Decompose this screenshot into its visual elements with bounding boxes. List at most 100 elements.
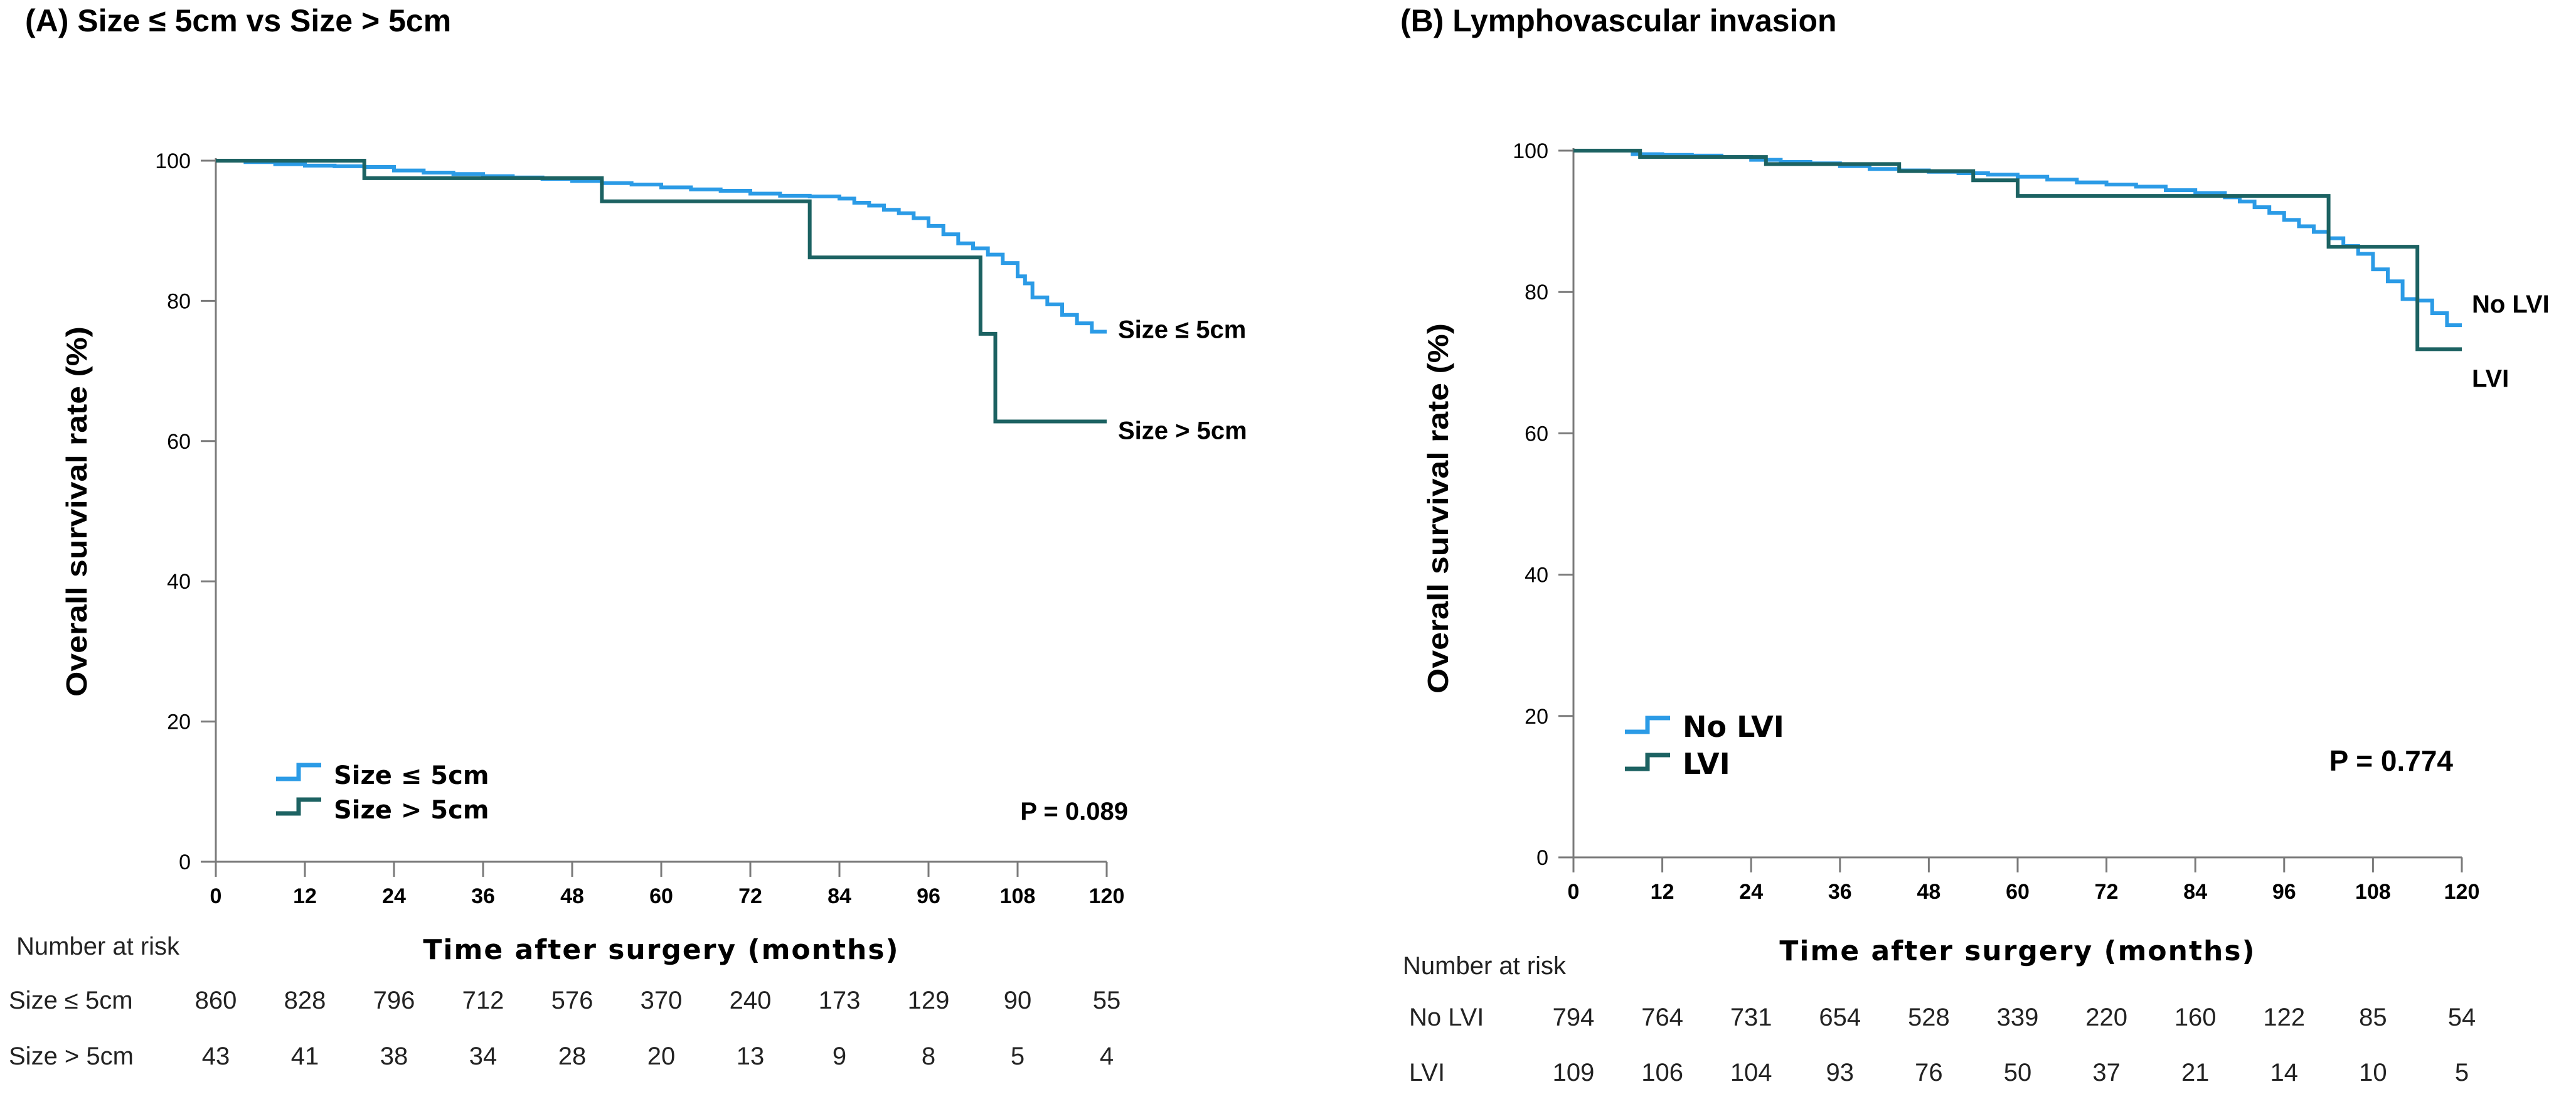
risk-count: 4 [1100,1043,1114,1070]
survival-curve-1 [1573,149,2462,328]
legend-label: Size ≤ 5cm [334,761,489,790]
risk-table-header: Number at risk [1403,952,1567,980]
y-tick-label: 40 [1525,564,1548,587]
risk-count: 28 [558,1043,587,1070]
panel-a-title: (A) Size ≤ 5cm vs Size > 5cm [25,3,452,38]
risk-count: 828 [284,987,326,1014]
x-tick-label: 72 [2095,880,2119,904]
risk-count: 9 [833,1043,846,1070]
risk-count: 37 [2092,1059,2121,1086]
y-axis-label: Overall survival rate (%) [60,326,93,697]
legend-label: No LVI [1683,710,1784,744]
risk-count: 41 [291,1043,319,1070]
risk-count: 731 [1730,1004,1772,1031]
risk-count: 104 [1730,1059,1772,1086]
risk-count: 160 [2174,1004,2217,1031]
x-tick-label: 60 [2006,880,2030,904]
curve-end-label: Size ≤ 5cm [1118,316,1246,344]
panel-b-plot: 0 20 40 60 80 100 0 12 24 36 48 60 72 84 96 108 120 Overa… [1403,139,2550,1086]
risk-count: 55 [1093,987,1121,1014]
risk-count: 43 [202,1043,230,1070]
risk-count: 38 [380,1043,408,1070]
risk-count: 10 [2359,1059,2387,1086]
x-tick-label: 24 [1739,880,1763,904]
risk-count: 93 [1826,1059,1855,1086]
risk-count: 8 [922,1043,935,1070]
x-tick-label: 60 [649,884,673,908]
x-axis-label: Time after surgery (months) [1779,935,2255,967]
risk-row-label: Size > 5cm [9,1043,134,1070]
x-tick-label: 84 [2183,880,2207,904]
risk-count: 764 [1641,1004,1683,1031]
risk-count: 5 [1011,1043,1025,1070]
risk-count: 21 [2181,1059,2210,1086]
risk-count: 370 [641,987,683,1014]
risk-count: 20 [647,1043,676,1070]
legend-swatch [276,797,321,816]
x-tick-label: 120 [2444,880,2480,904]
x-axis-label: Time after surgery (months) [423,934,899,966]
risk-count: 576 [551,987,593,1014]
panel-b-title: (B) Lymphovascular invasion [1400,3,1837,38]
risk-count: 339 [1997,1004,2039,1031]
risk-count: 50 [2004,1059,2032,1086]
risk-count: 90 [1004,987,1032,1014]
x-tick-label: 12 [1651,880,1674,904]
x-tick-label: 108 [2355,880,2391,904]
legend-label: Size > 5cm [334,796,489,825]
x-tick-label: 108 [1000,884,1036,908]
legend-label: LVI [1683,747,1730,781]
y-tick-label: 40 [167,570,191,594]
x-tick-label: 96 [917,884,940,908]
p-value: P = 0.089 [1020,798,1128,825]
risk-count: 5 [2455,1059,2469,1086]
p-value: P = 0.774 [2329,744,2454,777]
x-tick-label: 72 [738,884,762,908]
y-tick-label: 100 [155,149,191,173]
x-tick-label: 36 [471,884,495,908]
risk-count: 712 [462,987,504,1014]
y-tick-label: 60 [1525,422,1548,446]
x-tick-label: 84 [828,884,851,908]
y-tick-label: 100 [1513,139,1548,163]
x-tick-label: 24 [382,884,406,908]
y-tick-label: 20 [1525,705,1548,729]
risk-count: 528 [1908,1004,1950,1031]
y-tick-label: 60 [167,430,191,454]
legend-swatch [1625,753,1670,771]
risk-count: 860 [195,987,237,1014]
x-tick-label: 96 [2272,880,2296,904]
risk-count: 85 [2359,1004,2387,1031]
survival-curve-2 [1573,149,2462,351]
x-tick-label: 12 [293,884,317,908]
risk-count: 129 [908,987,950,1014]
y-tick-label: 80 [167,289,191,313]
risk-count: 34 [469,1043,498,1070]
risk-row-label: LVI [1409,1059,1445,1086]
survival-curve-2 [216,159,1107,424]
risk-count: 106 [1641,1059,1683,1086]
y-tick-label: 20 [167,710,191,734]
risk-table-header: Number at risk [16,933,180,960]
risk-count: 109 [1553,1059,1595,1086]
x-tick-label: 48 [1917,880,1940,904]
y-tick-label: 0 [179,850,191,874]
x-tick-label: 0 [1568,880,1580,904]
legend-swatch [1625,716,1670,734]
survival-curve-1 [216,159,1107,334]
y-tick-label: 80 [1525,281,1548,304]
curve-end-label: No LVI [2472,291,2550,318]
risk-count: 76 [1915,1059,1943,1086]
x-tick-label: 120 [1089,884,1125,908]
x-tick-label: 36 [1828,880,1852,904]
curve-end-label: Size > 5cm [1118,417,1247,445]
curve-end-label: LVI [2472,365,2509,392]
risk-count: 122 [2263,1004,2305,1031]
x-tick-label: 0 [210,884,222,908]
risk-row-label: No LVI [1409,1004,1484,1031]
risk-count: 54 [2448,1004,2476,1031]
x-tick-label: 48 [560,884,584,908]
